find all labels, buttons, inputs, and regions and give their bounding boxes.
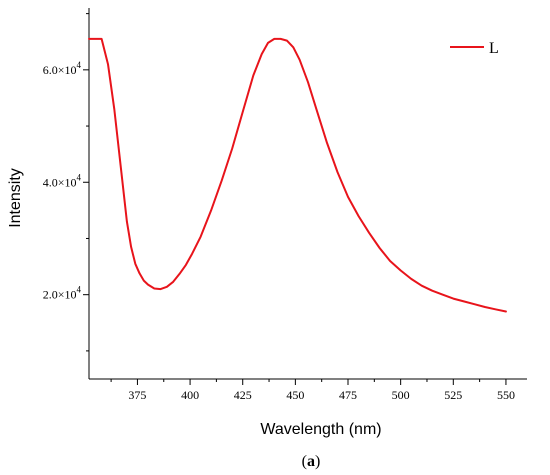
figure-caption: (a) — [302, 453, 321, 470]
y-tick-label: 6.0×104 — [43, 60, 82, 77]
caption-letter: a — [307, 453, 315, 470]
legend-label-l: L — [489, 40, 499, 57]
series-line-0 — [88, 37, 507, 313]
x-tick-label: 375 — [128, 388, 146, 402]
x-tick-label: 475 — [339, 388, 357, 402]
legend: L — [450, 40, 499, 57]
y-tick-label: 2.0×104 — [43, 285, 82, 302]
x-axis-title: Wavelength (nm) — [260, 421, 381, 438]
x-tick-label: 400 — [181, 388, 199, 402]
tick-labels: 375 400 425 450 475 500 525 550 2.0×104 4.0×104 6.… — [43, 60, 515, 402]
series-layer — [88, 37, 507, 313]
y-axis-title: Intensity — [7, 168, 24, 228]
x-tick-label: 500 — [392, 388, 410, 402]
x-tick-label: 525 — [444, 388, 462, 402]
x-tick-label: 450 — [286, 388, 304, 402]
caption-open: ( — [302, 453, 307, 470]
axes — [88, 8, 527, 380]
caption-close: ) — [315, 453, 320, 470]
x-tick-label: 425 — [234, 388, 252, 402]
y-tick-label: 4.0×104 — [43, 172, 82, 189]
ticks — [83, 13, 507, 385]
x-tick-label: 550 — [497, 388, 515, 402]
